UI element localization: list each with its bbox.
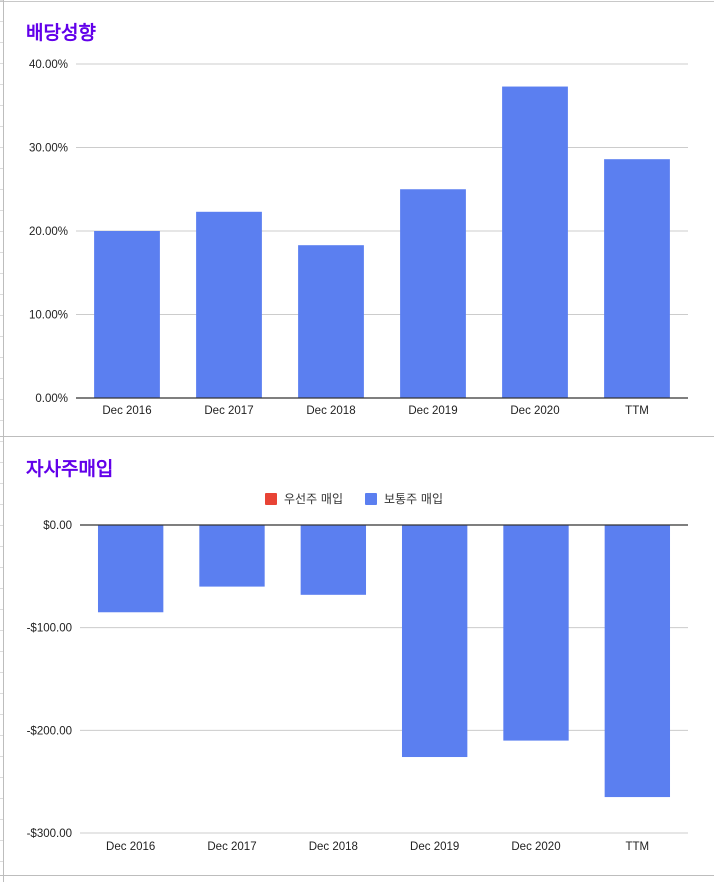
bar[interactable] xyxy=(300,525,367,595)
chart-divider xyxy=(0,436,714,437)
legend-swatch xyxy=(265,493,277,505)
bar[interactable] xyxy=(604,159,670,398)
x-tick-label: Dec 2016 xyxy=(106,841,155,853)
bar[interactable] xyxy=(400,189,466,398)
y-tick-label: -$100.00 xyxy=(27,623,72,635)
bar[interactable] xyxy=(97,525,164,613)
chart-title: 배당성향 xyxy=(26,22,96,44)
x-tick-label: Dec 2019 xyxy=(408,405,457,417)
y-tick-label: 10.00% xyxy=(29,310,68,322)
y-tick-label: -$300.00 xyxy=(27,828,72,840)
buyback-chart[interactable]: 자사주매입 $0.00 -$100.00 -$200.00 -$300.00 Dec 2… xyxy=(4,440,714,872)
y-tick-label: 40.00% xyxy=(29,59,68,71)
sheet-row-guides xyxy=(0,0,3,882)
buyback-plot: $0.00 -$100.00 -$200.00 -$300.00 Dec 2016 Dec… xyxy=(27,492,688,853)
legend-label: 보통주 매입 xyxy=(384,492,443,506)
bar[interactable] xyxy=(94,231,160,398)
bar[interactable] xyxy=(604,525,671,798)
x-tick-label: Dec 2018 xyxy=(309,841,358,853)
sheet-border-bottom xyxy=(0,875,714,876)
payout-ratio-plot: 0.00% 10.00% 20.00% 30.00% 40.00% Dec 2016 Dec… xyxy=(29,59,688,417)
y-tick-label: 30.00% xyxy=(29,143,68,155)
x-tick-label: TTM xyxy=(626,841,650,853)
x-tick-label: TTM xyxy=(625,405,649,417)
y-tick-label: -$200.00 xyxy=(27,725,72,737)
sheet-border-left xyxy=(3,0,4,882)
y-tick-label: 0.00% xyxy=(35,393,68,405)
payout-ratio-chart[interactable]: 배당성향 0.00% 10.00% 20.00% 30.00% 40.00% Dec 20… xyxy=(4,4,714,434)
x-tick-label: Dec 2017 xyxy=(207,841,256,853)
bar[interactable] xyxy=(298,245,364,398)
legend-swatch xyxy=(365,493,377,505)
y-tick-label: $0.00 xyxy=(43,520,72,532)
x-tick-label: Dec 2020 xyxy=(510,405,559,417)
x-tick-label: Dec 2016 xyxy=(102,405,151,417)
x-tick-label: Dec 2019 xyxy=(410,841,459,853)
x-tick-label: Dec 2018 xyxy=(306,405,355,417)
x-tick-label: Dec 2017 xyxy=(204,405,253,417)
chart-title: 자사주매입 xyxy=(26,458,114,480)
legend-label: 우선주 매입 xyxy=(284,492,343,506)
bar[interactable] xyxy=(401,525,468,758)
y-tick-label: 20.00% xyxy=(29,226,68,238)
bar[interactable] xyxy=(199,525,265,587)
x-tick-label: Dec 2020 xyxy=(511,841,560,853)
sheet-border-top xyxy=(0,1,714,2)
bar[interactable] xyxy=(196,211,262,398)
bar[interactable] xyxy=(502,86,568,399)
bar[interactable] xyxy=(503,525,569,741)
